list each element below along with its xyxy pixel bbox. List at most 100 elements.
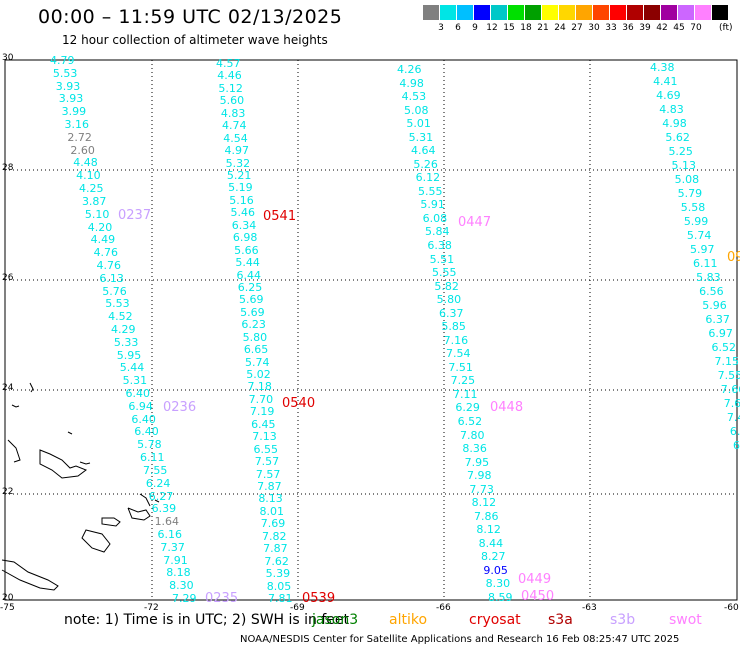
- coastlines: [1, 382, 160, 591]
- wave-height-value: 7.57: [255, 467, 281, 481]
- wave-height-value: 6.37: [705, 313, 730, 326]
- wave-height-value: 5.79: [677, 187, 703, 200]
- wave-height-value: 7.73: [469, 482, 494, 496]
- wave-height-value: 8.13: [258, 492, 283, 506]
- colorbar-label: 70: [690, 23, 702, 33]
- wave-height-value: 8.44: [478, 536, 504, 550]
- wave-height-value: 4.53: [401, 90, 427, 104]
- colorbar-label: 39: [639, 23, 651, 33]
- colorbar-label: 9: [472, 23, 478, 33]
- wave-height-value: 6.27: [148, 489, 174, 503]
- colorbar-swatch: [491, 5, 507, 20]
- x-tick-label: -63: [582, 603, 597, 613]
- coast-islet-3: [139, 493, 151, 507]
- wave-height-value: 7.98: [467, 469, 492, 483]
- wave-height-value: 7.13: [252, 430, 277, 444]
- wave-height-value: 4.76: [93, 246, 119, 260]
- pass-id-label: 0450: [521, 589, 555, 604]
- wave-height-value: 4.52: [108, 310, 133, 324]
- y-tick-label: 28: [2, 163, 14, 173]
- colorbar-label: 15: [503, 23, 515, 33]
- wave-height-value: 5.95: [116, 348, 142, 362]
- wave-height-value: 5.02: [246, 368, 271, 382]
- wave-height-value: 5.10: [84, 207, 110, 221]
- wave-height-value: 4.38: [650, 61, 675, 74]
- wave-height-value: 7.69: [260, 517, 286, 531]
- wave-height-value: 4.25: [79, 182, 104, 196]
- colorbar-swatch: [627, 5, 643, 20]
- coast-islet-2: [79, 461, 91, 465]
- wave-height-value: 5.31: [122, 374, 148, 388]
- mission-label: cryosat: [469, 612, 521, 628]
- wave-height-value: 6.45: [251, 417, 276, 431]
- pass-id-label: 0541: [263, 209, 297, 224]
- wave-height-value: 5.32: [225, 156, 251, 170]
- wave-height-value: 5.84: [425, 225, 450, 239]
- colorbar-swatch: [508, 5, 524, 20]
- x-tick-label: -72: [144, 603, 159, 613]
- wave-height-value: 5.55: [418, 184, 443, 198]
- wave-height-value: 4.49: [90, 233, 116, 247]
- wave-height-value: 6.24: [145, 476, 171, 490]
- wave-height-value: 4.26: [397, 63, 422, 76]
- wave-height-value: 8.12: [476, 523, 501, 537]
- wave-height-value: 4.54: [223, 131, 248, 145]
- wave-height-value: 5.62: [665, 131, 690, 144]
- wave-height-value: 5.26: [413, 157, 438, 171]
- wave-height-value: 3.16: [64, 118, 90, 132]
- wave-height-value: 4.41: [653, 75, 678, 88]
- wave-height-value: 5.01: [406, 117, 431, 131]
- mission-label: altiko: [389, 612, 428, 628]
- colorbar-swatch: [661, 5, 677, 20]
- wave-height-value: 7.87: [263, 542, 288, 556]
- wave-height-value: 5.58: [680, 201, 706, 214]
- note-text: note: 1) Time is in UTC; 2) SWH is in fe…: [64, 612, 350, 628]
- wave-height-value: 5.53: [105, 297, 130, 311]
- wave-height-value: 6.55: [253, 442, 278, 456]
- wave-height-value: 6.94: [128, 399, 153, 413]
- wave-height-value: 5.39: [265, 567, 291, 581]
- wave-height-value: 5.08: [404, 103, 429, 117]
- colorbar-label: 21: [537, 23, 549, 33]
- wave-height-value: 7.91: [163, 553, 188, 567]
- wave-height-value: 7.80: [460, 428, 485, 442]
- wave-height-value: 2.60: [70, 143, 95, 157]
- wave-height-value: 1.64: [154, 515, 180, 529]
- pass-id-label: 0539: [302, 591, 336, 606]
- wave-height-value: 7.70: [248, 392, 274, 406]
- wave-height-value: 3.93: [58, 92, 84, 106]
- wave-height-value: 6.44: [236, 268, 262, 282]
- wave-height-value: 8.05: [266, 579, 292, 593]
- colorbar-swatch: [542, 5, 558, 20]
- wave-height-value: 5.60: [219, 94, 245, 108]
- colorbar-label: 42: [656, 23, 668, 33]
- wave-height-value: 5.76: [102, 284, 127, 298]
- coast-hispaniola-east: [127, 507, 151, 521]
- wave-height-value: 7.15: [714, 355, 740, 368]
- wave-height-value: 5.85: [441, 320, 466, 334]
- wave-height-value: 7.55: [717, 369, 740, 382]
- wave-height-value: 6.39: [151, 502, 177, 516]
- wave-height-value: 8.30: [485, 577, 511, 591]
- wave-height-value: 3.93: [55, 79, 81, 93]
- wave-height-value: 4.10: [76, 169, 101, 183]
- wave-height-value: 7.18: [247, 380, 272, 394]
- wave-height-value: 5.31: [408, 130, 434, 144]
- wave-height-value: 4.83: [220, 106, 246, 120]
- wave-height-value: 8.27: [481, 550, 506, 564]
- wave-height-value: 6.34: [231, 218, 257, 232]
- wave-height-value: 7.81: [268, 592, 293, 605]
- wave-height-value: 5.16: [229, 193, 254, 207]
- colorbar-label: 6: [455, 23, 461, 33]
- wave-height-value: 5.97: [689, 243, 715, 256]
- y-tick-label: 30: [2, 53, 14, 63]
- wave-height-value: 3.87: [81, 194, 107, 208]
- wave-height-value: 5.08: [674, 173, 700, 186]
- map-frame: [4, 59, 738, 601]
- wave-height-value: 7.16: [443, 333, 469, 347]
- mission-label: s3a: [548, 612, 573, 628]
- wave-height-value: 5.99: [683, 215, 709, 228]
- wave-height-value: 8.59: [488, 591, 513, 604]
- wave-height-value: 5.55: [432, 266, 457, 280]
- colorbar-label: 18: [520, 23, 532, 33]
